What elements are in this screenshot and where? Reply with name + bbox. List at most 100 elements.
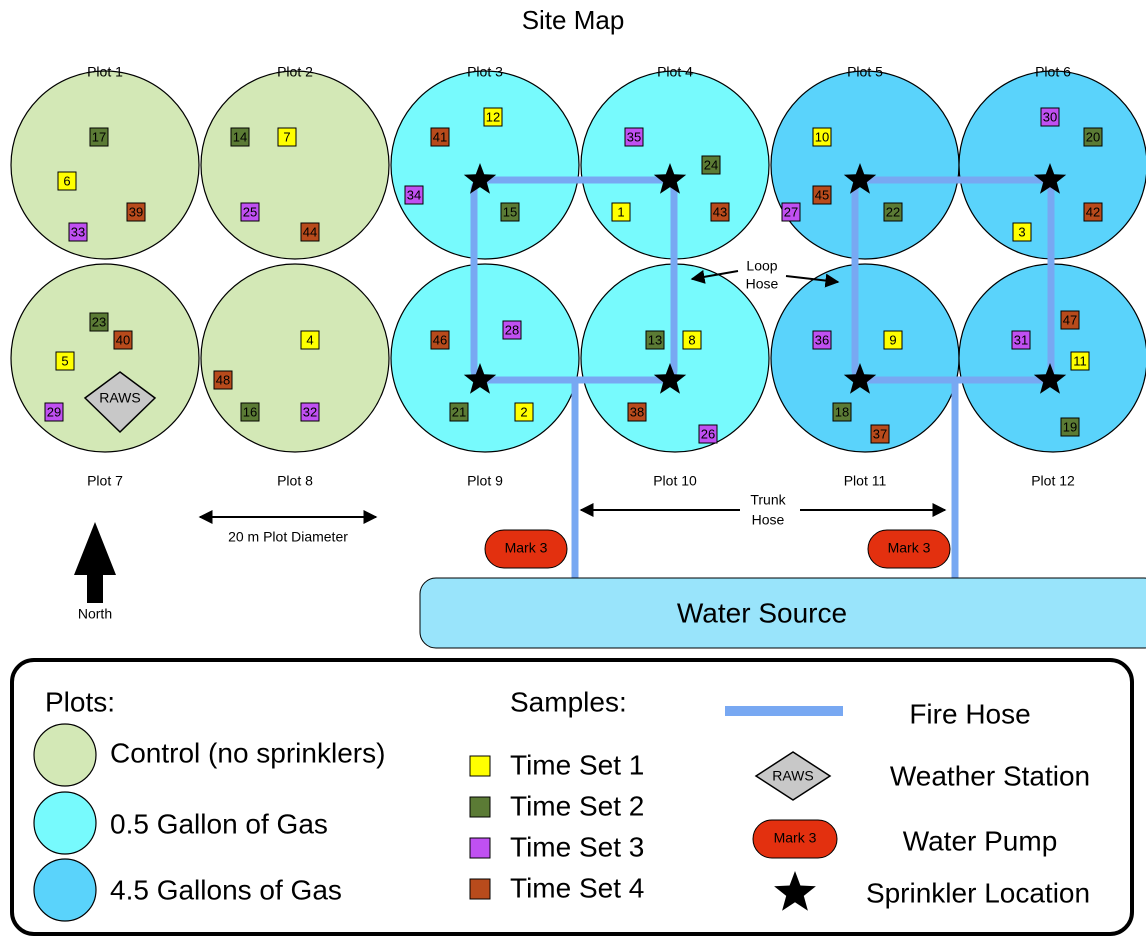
sample-label: 20	[1086, 129, 1100, 144]
legend-swatch	[33, 723, 97, 787]
raws-label: RAWS	[772, 768, 813, 784]
sample-label: 45	[815, 187, 829, 202]
sample	[277, 127, 297, 147]
legend-swatch	[469, 837, 491, 859]
title: Site Map	[522, 5, 625, 35]
water-source-label: Water Source	[677, 597, 847, 628]
legend-label: Weather Station	[890, 760, 1090, 791]
sample	[68, 222, 88, 242]
sample-label: 18	[835, 404, 849, 419]
sample-label: 41	[433, 129, 447, 144]
sample	[300, 222, 320, 242]
legend-swatch	[33, 858, 97, 922]
legend-label: 0.5 Gallon of Gas	[110, 808, 328, 839]
plot-label: Plot 8	[277, 473, 313, 489]
sample-label: 33	[71, 224, 85, 239]
sample	[55, 351, 75, 371]
sprinkler	[463, 163, 497, 194]
plot-label: Plot 4	[657, 64, 693, 80]
sample-label: 17	[92, 129, 106, 144]
sample	[240, 402, 260, 422]
plot	[770, 70, 960, 260]
sample	[300, 330, 320, 350]
legend-swatch	[469, 796, 491, 818]
sample	[624, 127, 644, 147]
sample-label: 24	[704, 157, 718, 172]
plot-label: Plot 7	[87, 473, 123, 489]
sprinklers	[463, 163, 1067, 394]
sprinkler	[463, 363, 497, 394]
plot-label: Plot 11	[844, 473, 887, 489]
water-source	[419, 577, 1146, 649]
sample-label: 34	[407, 187, 421, 202]
pump	[752, 819, 838, 859]
sample	[300, 402, 320, 422]
sample	[812, 330, 832, 350]
sample	[213, 370, 233, 390]
sample-label: 30	[1043, 109, 1057, 124]
sprinkler	[1033, 363, 1067, 394]
sprinkler	[774, 871, 816, 911]
sample-label: 3	[1018, 224, 1025, 239]
sample-label: 26	[701, 426, 715, 441]
legend-label: Fire Hose	[909, 698, 1030, 729]
plot-label: Plot 6	[1035, 64, 1071, 80]
raws-label: RAWS	[99, 390, 140, 406]
sample-label: 47	[1063, 312, 1077, 327]
sample	[698, 424, 718, 444]
sample-label: 19	[1063, 419, 1077, 434]
sample	[514, 402, 534, 422]
sample-label: 11	[1073, 353, 1087, 368]
legend-heading: Samples:	[510, 686, 627, 717]
plot-label: Plot 2	[277, 64, 313, 80]
legend-swatch	[469, 878, 491, 900]
sample	[483, 107, 503, 127]
sample-label: 38	[630, 404, 644, 419]
pump-label: Mark 3	[888, 540, 931, 556]
plot-label: Plot 5	[847, 64, 883, 80]
raws-icon	[754, 751, 832, 801]
sample-label: 39	[129, 204, 143, 219]
sample	[502, 320, 522, 340]
sample	[1012, 222, 1032, 242]
legend-heading: Plots:	[45, 686, 115, 717]
sample-label: 37	[873, 426, 887, 441]
sample	[883, 330, 903, 350]
sample-label: 31	[1014, 332, 1028, 347]
sample-label: 2	[520, 404, 527, 419]
sample-label: 12	[486, 109, 500, 124]
arrow	[690, 269, 739, 284]
sample	[1040, 107, 1060, 127]
sample	[500, 202, 520, 222]
sample-label: 32	[303, 404, 317, 419]
sample	[1011, 330, 1031, 350]
sample	[812, 185, 832, 205]
trunk-hose: Trunk	[750, 492, 786, 508]
sample-label: 28	[505, 322, 519, 337]
sample	[240, 202, 260, 222]
diameter-label: 20 m Plot Diameter	[228, 529, 348, 545]
sample-label: 15	[503, 204, 517, 219]
legend-swatch	[33, 791, 97, 855]
sample	[44, 402, 64, 422]
plot-label: Plot 3	[467, 64, 503, 80]
sample	[1060, 310, 1080, 330]
sample-label: 40	[116, 332, 130, 347]
sample	[1060, 417, 1080, 437]
sample	[781, 202, 801, 222]
plot-label: Plot 12	[1031, 473, 1075, 489]
sprinkler	[653, 163, 687, 194]
sample-label: 10	[815, 129, 829, 144]
pump	[484, 529, 568, 569]
sample-label: 22	[886, 204, 900, 219]
sample	[230, 127, 250, 147]
sample	[1083, 127, 1103, 147]
sample	[404, 185, 424, 205]
legend-label: Time Set 1	[510, 749, 644, 780]
legend	[10, 658, 1134, 936]
sample-label: 9	[889, 332, 896, 347]
sample-label: 43	[713, 204, 727, 219]
sample-label: 27	[784, 204, 798, 219]
sample	[430, 330, 450, 350]
